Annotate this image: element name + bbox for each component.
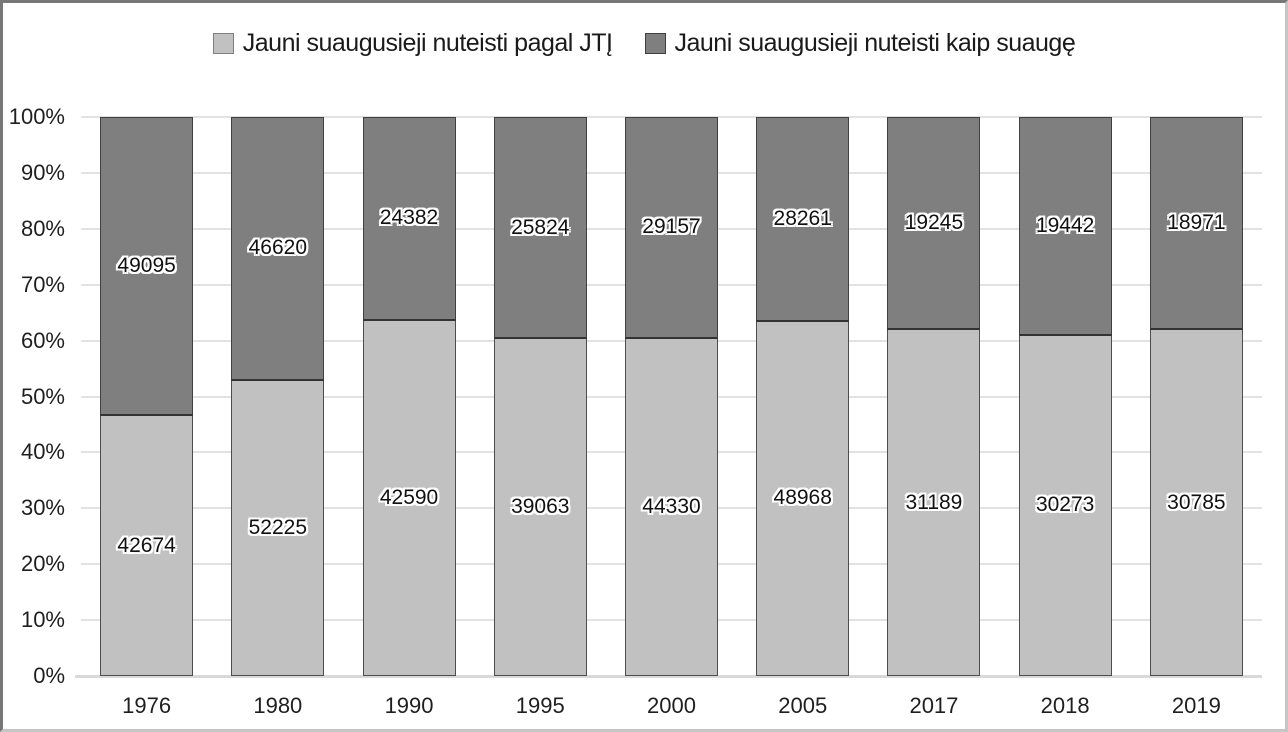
x-axis-tick-label: 2017 [909,693,959,718]
data-label: 31189 [905,490,963,514]
data-label: 42674 [117,533,176,557]
bar-segment-light: 44330 [625,338,718,676]
y-axis-tick-label: 90% [20,159,65,185]
y-axis-tick-label: 10% [20,607,65,633]
legend-item: Jauni suaugusieji nuteisti kaip suaugę [644,29,1076,58]
y-axis-tick-label: 50% [20,383,65,409]
legend: Jauni suaugusieji nuteisti pagal JTĮ Jaun… [3,29,1285,58]
legend-item: Jauni suaugusieji nuteisti pagal JTĮ [212,29,613,58]
bar-segment-dark: 29157 [625,117,718,339]
stacked-bar: 29157 44330 [625,117,718,676]
data-label: 52225 [248,515,308,539]
y-axis-tick-label: 30% [20,495,65,521]
bar-segment-dark: 25824 [493,117,587,340]
stacked-bar: 19442 30273 [1018,117,1112,676]
legend-label: Jauni suaugusieji nuteisti pagal JTĮ [242,29,613,57]
data-label: 46620 [248,236,308,260]
data-label: 18971 [1167,211,1226,235]
stacked-bar: 25824 39063 [493,117,587,676]
data-label: 24382 [379,206,439,230]
x-axis-tick-label: 1990 [384,693,434,718]
x-axis-tick-label: 1980 [253,693,303,718]
x-axis-tick-label: 1976 [122,693,172,718]
x-axis-line [75,675,1262,678]
bar-segment-light: 42674 [100,416,194,676]
x-axis-tick-label: 2005 [778,693,828,718]
x-axis: 1976 1980 1990 1995 2000 2005 2017 2018 2019 [81,693,1262,723]
data-label: 19442 [1035,213,1095,237]
stacked-bar: 19245 31189 [887,117,981,676]
legend-swatch-icon [212,33,234,54]
data-label: 48968 [773,486,832,510]
data-label: 30785 [1167,490,1226,514]
data-label: 44330 [642,494,701,518]
bar-segment-light: 31189 [887,330,981,676]
x-axis-tick-label: 1995 [515,693,565,718]
y-axis-tick-label: 20% [20,551,65,577]
stacked-bar: 49095 42674 [100,117,194,676]
data-label: 49095 [117,254,176,278]
data-label: 39063 [511,495,570,519]
legend-label: Jauni suaugusieji nuteisti kaip suaugę [674,29,1076,57]
y-axis-tick-label: 40% [20,439,65,465]
bar-segment-dark: 19245 [887,117,981,331]
y-axis-tick-label: 100% [8,104,65,129]
data-label: 30273 [1035,493,1095,517]
x-axis-tick-label: 2000 [647,693,696,718]
y-axis-tick-label: 80% [20,215,65,241]
x-axis-tick-label: 2018 [1040,693,1090,718]
bar-segment-light: 42590 [362,320,456,676]
stacked-bar: 18971 30785 [1149,117,1243,676]
bar-segment-light: 30273 [1018,335,1112,676]
bar-segment-light: 52225 [231,380,325,676]
y-axis-tick-label: 60% [20,327,65,353]
bar-segment-dark: 49095 [100,117,194,417]
plot-area: 49095 42674 46620 52225 24382 42590 25824 39063… [75,116,1262,678]
bar-segment-light: 39063 [493,339,587,676]
bar-segment-dark: 19442 [1018,117,1112,336]
bar-segment-light: 48968 [756,321,850,676]
y-axis-tick-label: 70% [20,271,65,297]
data-label: 25824 [511,215,570,239]
data-label: 19245 [904,211,964,235]
bar-segment-dark: 46620 [231,117,325,381]
stacked-bar: 46620 52225 [231,117,325,676]
bar-segment-dark: 18971 [1149,117,1243,331]
y-axis-tick-label: 0% [33,663,65,688]
data-label: 42590 [379,485,439,509]
bar-segment-dark: 24382 [362,117,456,321]
data-label: 29157 [642,215,701,239]
x-axis-tick-label: 2019 [1171,693,1221,718]
legend-swatch-icon [644,33,666,54]
stacked-bar: 24382 42590 [362,117,456,676]
bar-segment-light: 30785 [1149,330,1243,676]
bar-segment-dark: 28261 [756,117,850,322]
y-axis: 0% 10% 20% 30% 40% 50% 60% 70% 80% 90% 100% [3,3,65,729]
data-label: 28261 [773,206,832,230]
stacked-bar: 28261 48968 [756,117,850,676]
